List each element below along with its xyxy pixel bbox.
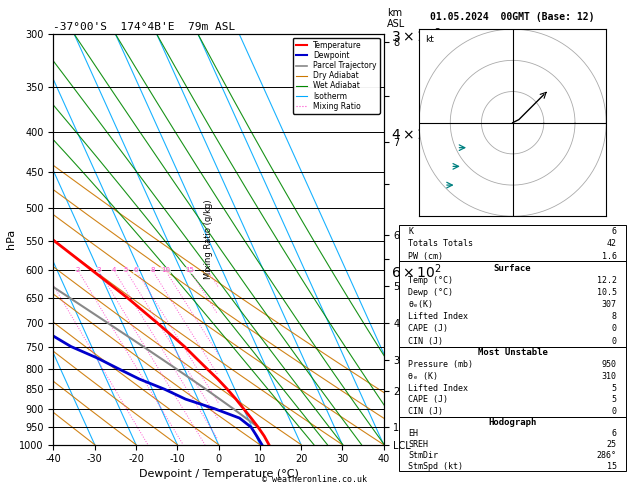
Text: Dewp (°C): Dewp (°C) [408,288,454,297]
Text: StmSpd (kt): StmSpd (kt) [408,462,464,471]
Text: 950: 950 [602,360,617,369]
Text: SREH: SREH [408,440,428,449]
Text: 12.2: 12.2 [597,276,617,285]
Text: kt: kt [425,35,434,44]
Text: CIN (J): CIN (J) [408,407,443,416]
Text: Lifted Index: Lifted Index [408,384,469,393]
Text: 6: 6 [612,429,617,438]
Text: 5: 5 [612,384,617,393]
Text: 0: 0 [612,407,617,416]
Legend: Temperature, Dewpoint, Parcel Trajectory, Dry Adiabat, Wet Adiabat, Isotherm, Mi: Temperature, Dewpoint, Parcel Trajectory… [292,38,380,114]
Y-axis label: hPa: hPa [6,229,16,249]
Text: 10: 10 [161,267,170,274]
Text: Totals Totals: Totals Totals [408,239,474,248]
Text: Surface: Surface [494,263,532,273]
Text: 3: 3 [96,267,101,274]
Text: 5: 5 [612,396,617,404]
Text: θₑ(K): θₑ(K) [408,300,433,309]
Text: 8: 8 [612,312,617,321]
Text: © weatheronline.co.uk: © weatheronline.co.uk [262,474,367,484]
Text: km
ASL: km ASL [387,8,405,29]
Text: 307: 307 [602,300,617,309]
Text: 4: 4 [112,267,116,274]
Text: Pressure (mb): Pressure (mb) [408,360,474,369]
Text: 01.05.2024  00GMT (Base: 12): 01.05.2024 00GMT (Base: 12) [430,12,595,22]
Text: CIN (J): CIN (J) [408,336,443,346]
Text: 15: 15 [186,267,194,274]
Text: K: K [408,227,413,236]
Text: 1.6: 1.6 [602,251,617,260]
Text: PW (cm): PW (cm) [408,251,443,260]
Text: Most Unstable: Most Unstable [477,348,548,358]
Text: EH: EH [408,429,418,438]
Text: 0: 0 [612,324,617,333]
Text: CAPE (J): CAPE (J) [408,324,448,333]
Text: θₑ (K): θₑ (K) [408,372,438,381]
Text: 10.5: 10.5 [597,288,617,297]
Text: CAPE (J): CAPE (J) [408,396,448,404]
Text: 25: 25 [607,440,617,449]
Text: Lifted Index: Lifted Index [408,312,469,321]
Text: Temp (°C): Temp (°C) [408,276,454,285]
Text: 0: 0 [612,336,617,346]
Text: Hodograph: Hodograph [489,418,537,428]
Text: 2: 2 [76,267,81,274]
Text: 6: 6 [612,227,617,236]
Text: 42: 42 [607,239,617,248]
Text: StmDir: StmDir [408,451,438,460]
Text: Mixing Ratio (g/kg): Mixing Ratio (g/kg) [204,200,213,279]
Text: 5: 5 [124,267,128,274]
Text: 8: 8 [150,267,155,274]
Text: 6: 6 [134,267,138,274]
X-axis label: Dewpoint / Temperature (°C): Dewpoint / Temperature (°C) [138,469,299,479]
Text: 15: 15 [607,462,617,471]
Text: -37°00'S  174°4B'E  79m ASL: -37°00'S 174°4B'E 79m ASL [53,22,236,32]
Text: 310: 310 [602,372,617,381]
Text: 286°: 286° [597,451,617,460]
